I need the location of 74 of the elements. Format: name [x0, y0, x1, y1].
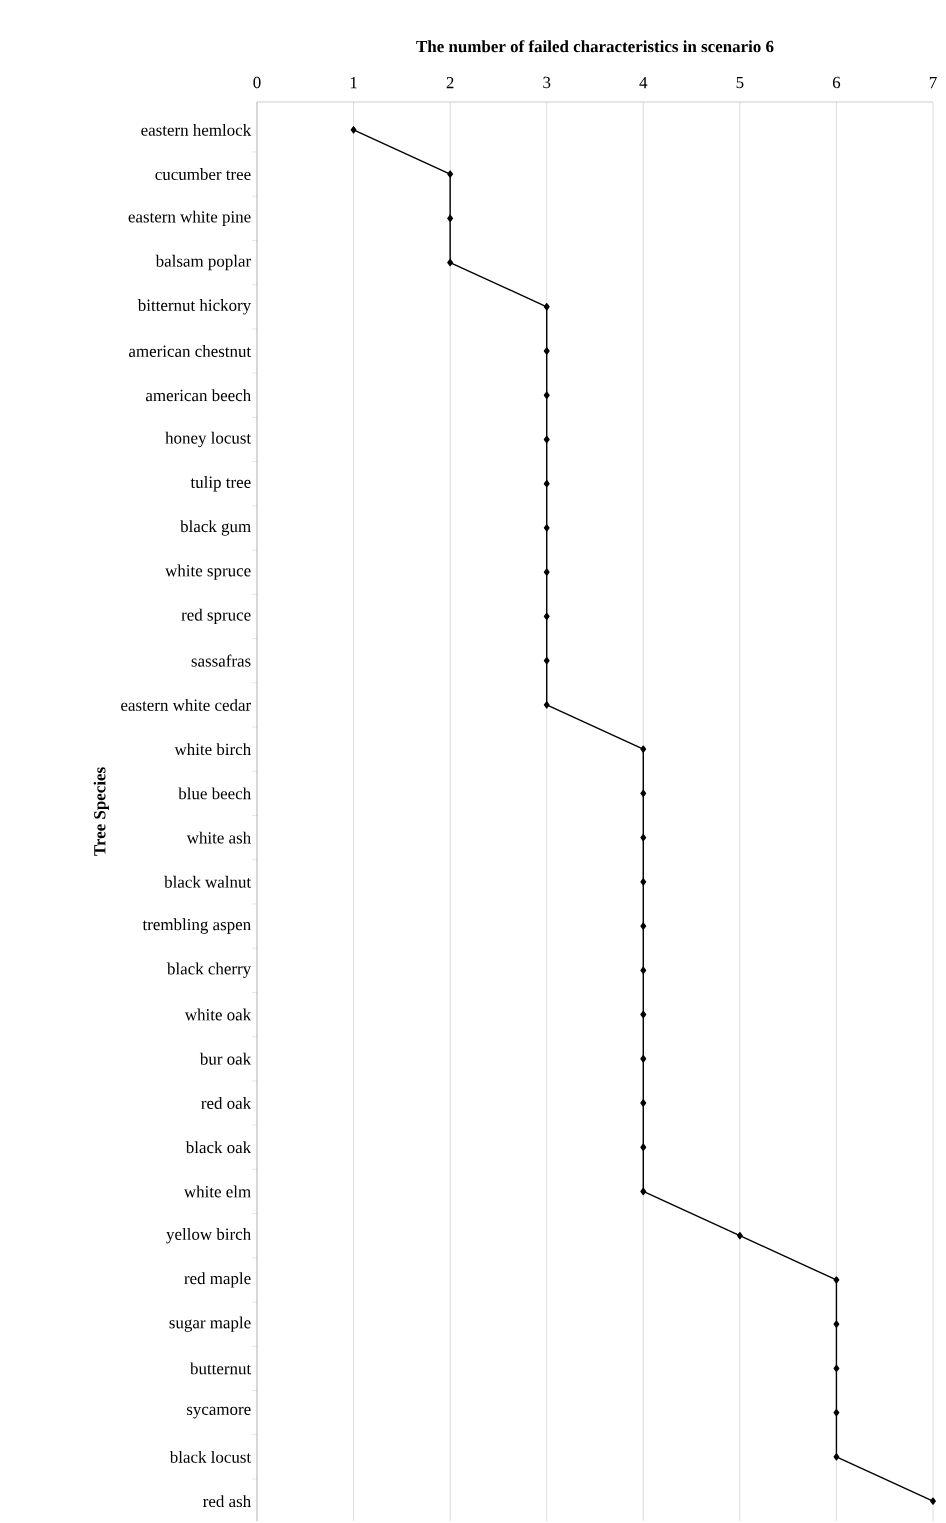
y-tick-label: red spruce — [181, 608, 251, 625]
y-tick-label: black walnut — [164, 875, 252, 888]
y-tick-label: cucumber tree — [155, 168, 251, 181]
point — [640, 878, 647, 886]
y-tick-label: red oak — [201, 1097, 252, 1109]
point — [833, 1276, 840, 1284]
point — [833, 1408, 840, 1417]
point — [543, 701, 550, 709]
point — [447, 214, 454, 222]
point — [640, 922, 647, 930]
y-tick-label: american beech — [145, 389, 251, 402]
point — [543, 391, 550, 399]
y-tick-label: white ash — [186, 831, 251, 844]
chart-title: The number of failed characteristics in scenario 6 — [416, 40, 774, 53]
y-tick-label: butternut — [190, 1362, 252, 1375]
y-tick-label: honey locust — [165, 431, 252, 448]
point — [447, 258, 454, 267]
point — [640, 789, 647, 798]
point — [543, 480, 550, 488]
point — [543, 435, 550, 444]
x-tick-label: 6 — [832, 76, 841, 89]
point — [640, 1099, 647, 1107]
point — [543, 656, 550, 665]
point — [833, 1320, 840, 1328]
y-tick-label: black gum — [180, 520, 251, 536]
y-tick-label: bitternut hickory — [137, 299, 252, 315]
point — [736, 1232, 743, 1240]
point — [640, 833, 647, 842]
y-tick-label: eastern white cedar — [121, 698, 251, 711]
point — [640, 1143, 647, 1151]
point — [543, 347, 550, 355]
y-tick-label: sycamore — [186, 1406, 251, 1419]
y-tick-label: eastern white pine — [128, 210, 251, 226]
point — [930, 1497, 936, 1505]
y-tick-label: white spruce — [165, 564, 251, 580]
y-tick-label: bur oak — [199, 1052, 252, 1065]
y-tick-label: balsam poplar — [155, 254, 251, 271]
point — [640, 1187, 647, 1196]
point — [640, 745, 647, 753]
y-tick-label: eastern hemlock — [141, 123, 252, 136]
y-axis-title: Tree Species — [93, 767, 109, 856]
y-tick-label: black oak — [185, 1141, 252, 1154]
point — [543, 303, 550, 311]
point — [640, 966, 647, 974]
x-tick-label: 3 — [543, 76, 551, 89]
y-tick-label: sassafras — [191, 654, 251, 667]
y-tick-label: american chestnut — [129, 345, 252, 357]
point — [543, 612, 550, 621]
x-tick-label: 7 — [929, 77, 937, 89]
point — [543, 568, 550, 576]
point — [543, 524, 550, 532]
y-tick-label: red ash — [203, 1495, 251, 1508]
point — [640, 1010, 647, 1019]
x-tick-label: 1 — [350, 76, 357, 89]
y-tick-label: sugar maple — [169, 1316, 251, 1332]
x-tick-label: 0 — [253, 76, 261, 89]
point — [447, 170, 454, 178]
x-tick-label: 2 — [446, 76, 454, 89]
point — [640, 1055, 647, 1063]
y-tick-label: white birch — [174, 743, 251, 756]
y-tick-label: white oak — [184, 1008, 252, 1021]
y-tick-label: red maple — [184, 1272, 251, 1288]
point — [350, 126, 357, 134]
y-tick-label: black locust — [169, 1450, 252, 1463]
y-tick-label: yellow birch — [166, 1228, 251, 1244]
y-tick-label: tulip tree — [190, 476, 251, 492]
y-tick-label: trembling aspen — [142, 918, 251, 934]
point — [833, 1453, 840, 1461]
x-tick-label: 4 — [639, 77, 648, 89]
y-tick-label: white elm — [183, 1185, 251, 1198]
y-tick-label: blue beech — [178, 787, 251, 800]
point — [833, 1364, 840, 1373]
x-tick-label: 5 — [736, 76, 744, 89]
y-tick-label: black cherry — [166, 962, 252, 978]
